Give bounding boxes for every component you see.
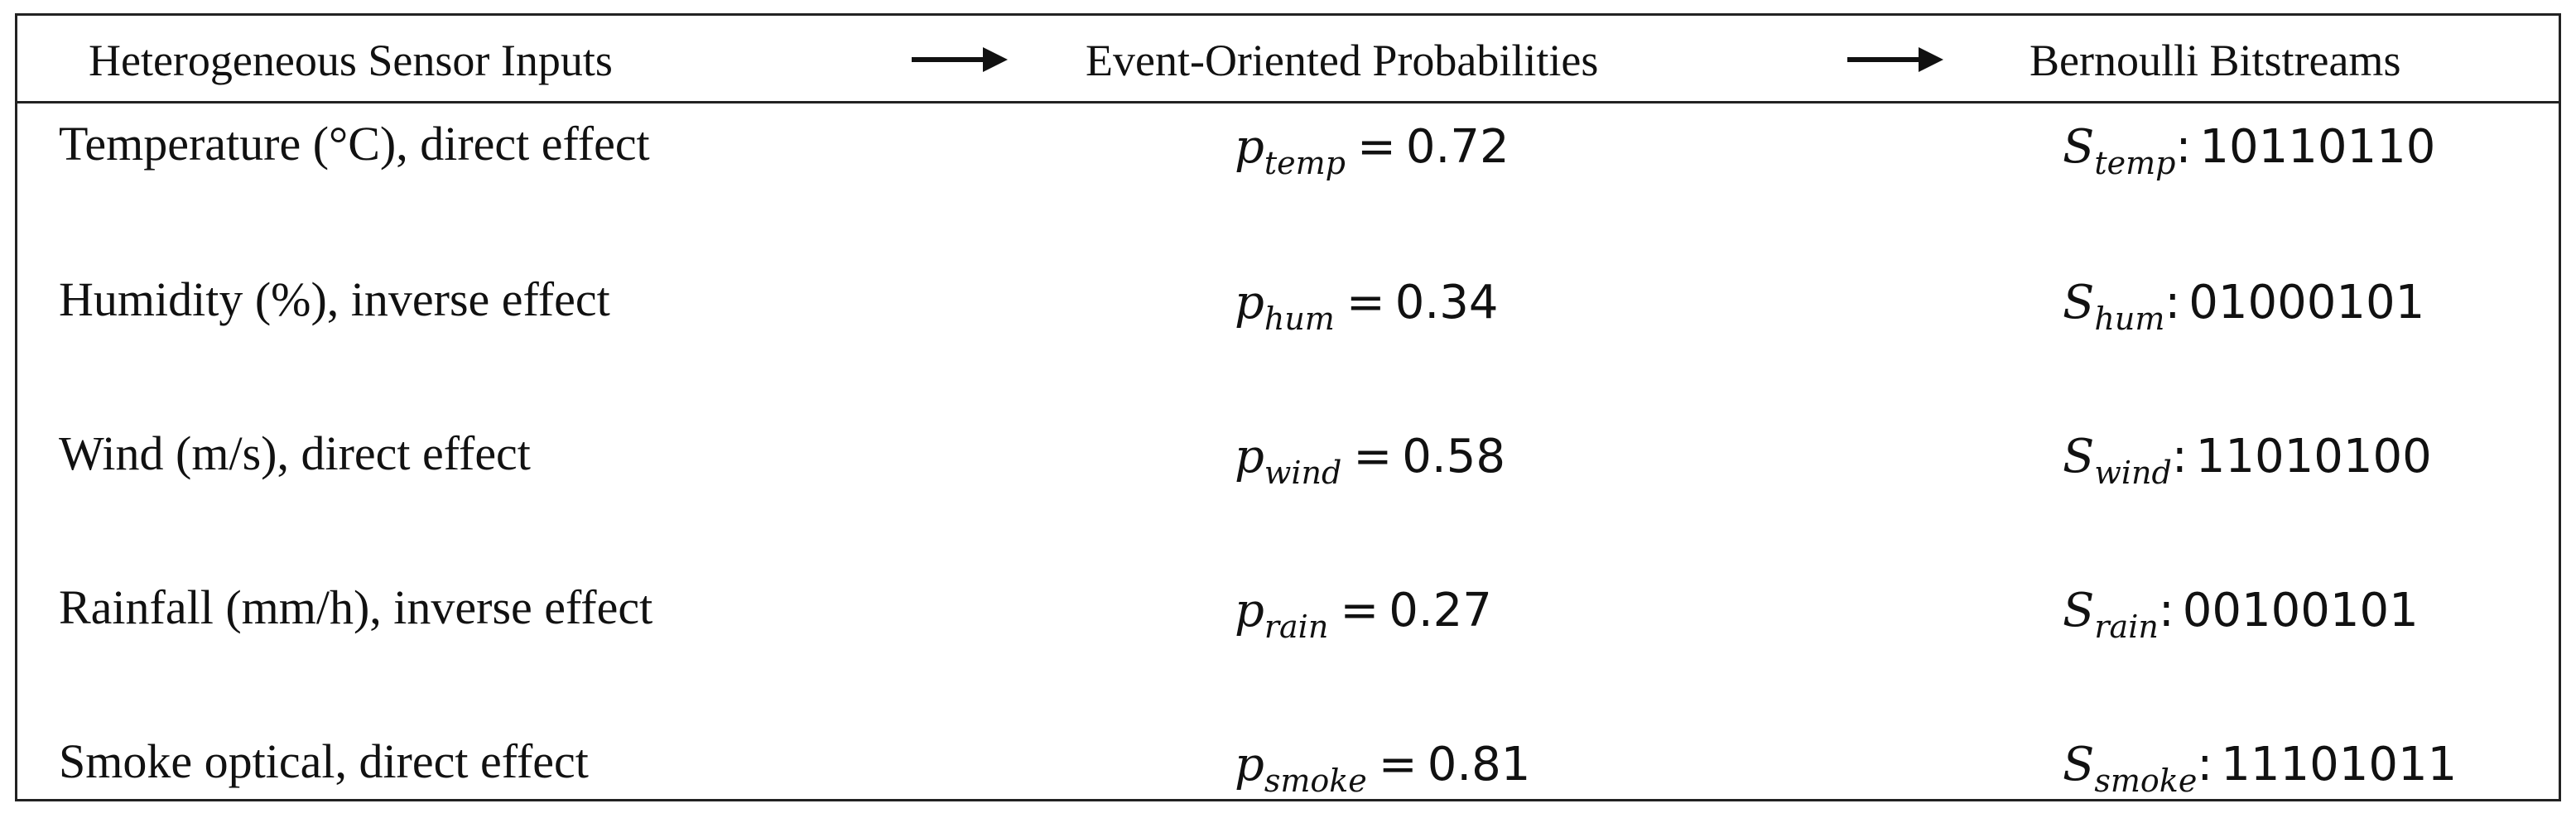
stream-subscript: temp xyxy=(2094,145,2176,181)
probability: prain = 0.27 xyxy=(1235,584,1492,645)
table-row: Wind (m/s), direct effect pwind = 0.58 Swi… xyxy=(17,426,2559,509)
bitstream-value: 00100101 xyxy=(2182,584,2419,638)
stream-subscript: hum xyxy=(2094,301,2165,337)
prob-symbol: p xyxy=(1235,276,1264,330)
equals-sign: = xyxy=(1353,430,1393,484)
prob-symbol: p xyxy=(1235,430,1264,484)
bitstream: Ssmoke: 11101011 xyxy=(2063,738,2458,799)
prob-value: 0.58 xyxy=(1402,430,1505,484)
equals-sign: = xyxy=(1356,120,1396,174)
bitstream: Shum: 01000101 xyxy=(2063,276,2425,337)
prob-subscript: rain xyxy=(1264,609,1329,645)
right-arrow-icon xyxy=(912,47,1008,72)
header-bitstreams: Bernoulli Bitstreams xyxy=(2030,36,2401,85)
sensor-input: Humidity (%), inverse effect xyxy=(59,272,610,326)
sensor-pipeline-table: Heterogeneous Sensor Inputs Event-Orient… xyxy=(15,13,2561,801)
stream-symbol: S xyxy=(2063,430,2095,484)
probability: ptemp = 0.72 xyxy=(1235,120,1509,181)
stream-symbol: S xyxy=(2063,584,2095,638)
bitstream: Stemp: 10110110 xyxy=(2063,120,2436,181)
stream-symbol: S xyxy=(2063,738,2095,792)
equals-sign: = xyxy=(1378,738,1418,792)
right-arrow-icon xyxy=(1847,47,1943,72)
prob-value: 0.81 xyxy=(1427,738,1531,792)
prob-value: 0.34 xyxy=(1394,276,1499,330)
colon: : xyxy=(2197,738,2213,792)
sensor-input: Rainfall (mm/h), inverse effect xyxy=(59,580,653,634)
probability: phum = 0.34 xyxy=(1235,276,1499,337)
prob-symbol: p xyxy=(1235,120,1264,174)
bitstream-value: 11101011 xyxy=(2221,738,2458,792)
stream-subscript: wind xyxy=(2094,455,2172,491)
bitstream: Srain: 00100101 xyxy=(2063,584,2419,645)
bitstream-value: 01000101 xyxy=(2188,276,2425,330)
bitstream-value: 11010100 xyxy=(2195,430,2432,484)
header-probabilities: Event-Oriented Probabilities xyxy=(1086,36,1599,85)
equals-sign: = xyxy=(1340,584,1379,638)
colon: : xyxy=(2164,276,2181,330)
colon: : xyxy=(2158,584,2174,638)
prob-subscript: temp xyxy=(1264,145,1346,181)
bitstream: Swind: 11010100 xyxy=(2063,430,2432,491)
prob-subscript: hum xyxy=(1264,301,1335,337)
table-row: Rainfall (mm/h), inverse effect prain = 0.… xyxy=(17,580,2559,663)
colon: : xyxy=(2175,120,2192,174)
prob-symbol: p xyxy=(1235,738,1264,792)
probability: psmoke = 0.81 xyxy=(1235,738,1531,799)
table-row: Smoke optical, direct effect psmoke = 0.81… xyxy=(17,734,2559,817)
sensor-input: Temperature (°C), direct effect xyxy=(59,117,650,171)
table-row: Humidity (%), inverse effect phum = 0.34 S… xyxy=(17,272,2559,355)
probability: pwind = 0.58 xyxy=(1235,430,1505,491)
prob-subscript: smoke xyxy=(1264,763,1367,799)
colon: : xyxy=(2171,430,2188,484)
header-inputs: Heterogeneous Sensor Inputs xyxy=(89,36,613,85)
prob-subscript: wind xyxy=(1264,455,1342,491)
prob-value: 0.72 xyxy=(1405,120,1509,174)
stream-symbol: S xyxy=(2063,276,2095,330)
sensor-input: Smoke optical, direct effect xyxy=(59,734,589,788)
sensor-input: Wind (m/s), direct effect xyxy=(59,426,531,480)
prob-value: 0.27 xyxy=(1389,584,1492,638)
equals-sign: = xyxy=(1346,276,1385,330)
table-header: Heterogeneous Sensor Inputs Event-Orient… xyxy=(17,16,2559,103)
bitstream-value: 10110110 xyxy=(2199,120,2436,174)
stream-subscript: smoke xyxy=(2094,763,2198,799)
table-row: Temperature (°C), direct effect ptemp = 0.… xyxy=(17,117,2559,200)
stream-symbol: S xyxy=(2063,120,2095,174)
prob-symbol: p xyxy=(1235,584,1264,638)
stream-subscript: rain xyxy=(2094,609,2159,645)
